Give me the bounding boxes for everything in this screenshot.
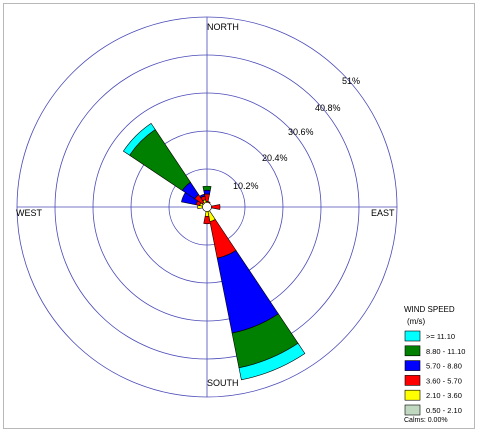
- legend: WIND SPEED (m/s) >= 11.10 8.80 - 11.10 5.7…: [401, 300, 465, 425]
- legend-swatch-4: [404, 375, 421, 386]
- legend-label-5: 2.10 - 3.60: [426, 391, 462, 400]
- legend-label-3: 5.70 - 8.80: [426, 362, 462, 371]
- petal-n-bin-3: [203, 189, 211, 195]
- compass-east: EAST: [371, 208, 395, 218]
- compass-south: SOUTH: [207, 378, 239, 388]
- ring-label-1: 10.2%: [233, 181, 259, 191]
- center-calm-circle: [202, 202, 212, 212]
- legend-swatch-5: [404, 389, 421, 401]
- legend-swatch-3: [404, 360, 421, 371]
- legend-swatch-6: [404, 404, 421, 416]
- grid-labels: 10.2% 20.4% 30.6% 40.8% 51% NORTH SOUTH …: [16, 22, 395, 388]
- petal-sse-bin-1: [238, 342, 306, 381]
- legend-label-1: >= 11.10: [426, 332, 455, 341]
- petal-nnw-bin-3: [199, 193, 206, 199]
- legend-label-6: 0.50 - 2.10: [426, 406, 462, 415]
- ring-label-5: 51%: [342, 76, 360, 86]
- wind-petals: [122, 122, 306, 381]
- legend-swatch-2: [404, 345, 421, 357]
- compass-north: NORTH: [207, 22, 239, 32]
- petal-sse-bin-4: [209, 218, 237, 259]
- petal-nw-bin-1: [122, 122, 156, 156]
- ring-label-4: 40.8%: [315, 103, 341, 113]
- calms-text: Calms: 0.00%: [404, 417, 448, 424]
- legend-items: >= 11.10 8.80 - 11.10 5.70 - 8.80 3.60 - 5.…: [404, 330, 465, 416]
- legend-unit: (m/s): [407, 317, 426, 326]
- ring-label-2: 20.4%: [262, 153, 288, 163]
- legend-label-2: 8.80 - 11.10: [426, 347, 465, 356]
- legend-label-4: 3.60 - 5.70: [426, 376, 462, 385]
- petal-n-bin-2: [202, 185, 212, 191]
- chart-frame: [3, 3, 475, 429]
- legend-title: WIND SPEED: [404, 305, 455, 314]
- petal-e-bin-4: [210, 204, 221, 210]
- ring-label-3: 30.6%: [288, 127, 314, 137]
- legend-swatch-1: [404, 330, 421, 342]
- petal-s-bin-4: [203, 215, 211, 225]
- compass-west: WEST: [16, 208, 43, 218]
